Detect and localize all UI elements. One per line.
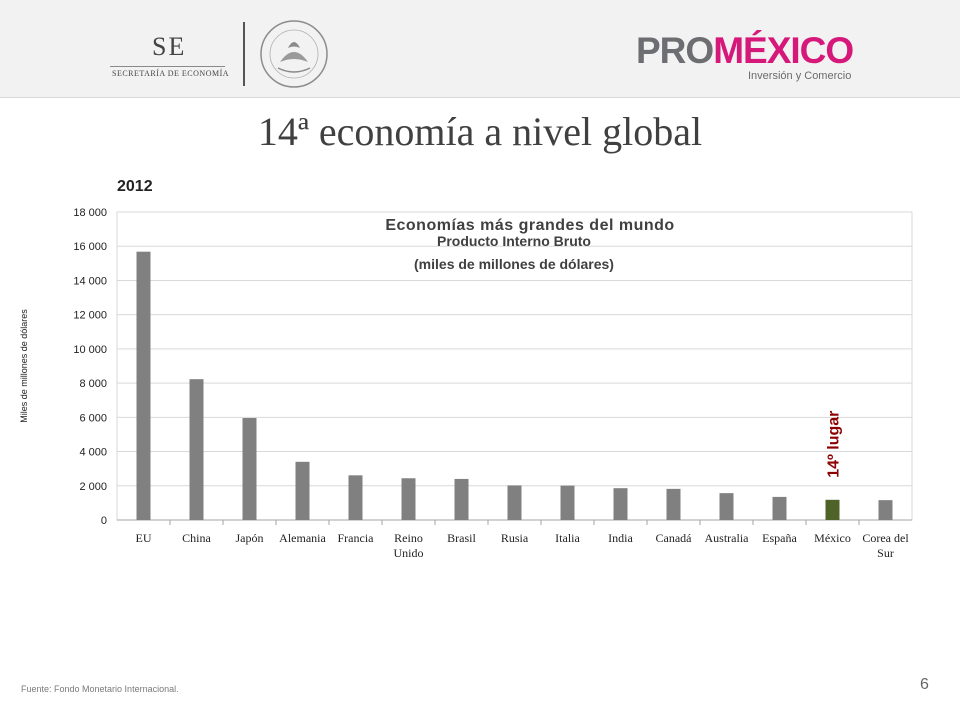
logo-divider bbox=[243, 22, 245, 86]
se-logo-abbr: SE bbox=[152, 32, 187, 61]
y-axis-label: Miles de millones de dólares bbox=[19, 309, 29, 423]
header-banner: SE SECRETARÍA DE ECONOMÍA PROMÉXICO Inve… bbox=[0, 0, 960, 98]
bar bbox=[189, 379, 204, 520]
y-tick-label: 10 000 bbox=[73, 344, 107, 356]
rank-annotation: 14º lugar bbox=[826, 411, 843, 478]
x-category-label: Sur bbox=[877, 546, 894, 560]
x-category-label: Alemania bbox=[279, 531, 326, 545]
y-tick-label: 16 000 bbox=[73, 241, 107, 253]
bar bbox=[295, 461, 310, 520]
bar bbox=[772, 496, 787, 520]
national-seal-icon bbox=[260, 20, 328, 88]
se-logo-subtitle: SECRETARÍA DE ECONOMÍA bbox=[112, 69, 230, 78]
x-category-label: Reino bbox=[394, 531, 423, 545]
x-category-label: Corea del bbox=[862, 531, 909, 545]
promexico-pro: PRO bbox=[636, 30, 714, 71]
y-tick-label: 18 000 bbox=[73, 207, 107, 219]
bar bbox=[136, 251, 151, 520]
x-category-label: Australia bbox=[705, 531, 750, 545]
chart-title: Economías más grandes del mundo bbox=[385, 217, 674, 234]
bar bbox=[454, 478, 469, 520]
y-tick-label: 2 000 bbox=[79, 481, 107, 493]
bar bbox=[719, 493, 734, 520]
x-category-label: China bbox=[182, 531, 211, 545]
x-category-label: Canadá bbox=[656, 531, 693, 545]
x-category-label: España bbox=[762, 531, 797, 545]
y-tick-label: 8 000 bbox=[79, 378, 107, 390]
bar bbox=[878, 500, 893, 520]
x-category-label: Francia bbox=[338, 531, 375, 545]
slide-title: 14ª economía a nivel global bbox=[257, 109, 703, 154]
se-logo-rule bbox=[110, 66, 225, 67]
promexico-tagline: Inversión y Comercio bbox=[748, 70, 852, 82]
bar bbox=[242, 418, 257, 520]
x-category-label: Brasil bbox=[447, 531, 476, 545]
chart-year: 2012 bbox=[117, 178, 153, 195]
bar bbox=[507, 485, 522, 520]
y-tick-label: 0 bbox=[101, 515, 107, 527]
page-number: 6 bbox=[920, 676, 929, 693]
bar bbox=[613, 488, 628, 520]
x-category-label: México bbox=[814, 531, 851, 545]
x-category-label: Italia bbox=[555, 531, 580, 545]
promexico-mexico: MÉXICO bbox=[713, 30, 854, 71]
y-tick-label: 4 000 bbox=[79, 447, 107, 459]
gdp-bar-chart: 0 2 000 4 000 6 000 8 000 10 000 12 000 14 000 1… bbox=[19, 207, 913, 560]
promexico-wordmark: PROMÉXICO bbox=[636, 30, 854, 72]
promexico-logo: PROMÉXICO Inversión y Comercio bbox=[636, 30, 866, 86]
x-category-label: India bbox=[608, 531, 633, 545]
chart-subtitle: Producto Interno Bruto bbox=[437, 233, 591, 249]
highlight-bar bbox=[825, 499, 840, 520]
y-tick-label: 14 000 bbox=[73, 275, 107, 287]
x-category-label: Unido bbox=[394, 546, 424, 560]
x-category-label: Japón bbox=[236, 531, 264, 545]
bar bbox=[401, 478, 416, 520]
y-tick-label: 6 000 bbox=[79, 412, 107, 424]
y-tick-label: 12 000 bbox=[73, 310, 107, 322]
chart-subtitle: (miles de millones de dólares) bbox=[414, 256, 614, 272]
x-category-label: Rusia bbox=[501, 531, 529, 545]
bar bbox=[666, 488, 681, 520]
x-category-label: EU bbox=[136, 531, 152, 545]
se-logo: SE SECRETARÍA DE ECONOMÍA bbox=[108, 30, 230, 80]
source-footnote: Fuente: Fondo Monetario Internacional. bbox=[21, 684, 179, 694]
bar bbox=[560, 485, 575, 520]
bar bbox=[348, 475, 363, 520]
